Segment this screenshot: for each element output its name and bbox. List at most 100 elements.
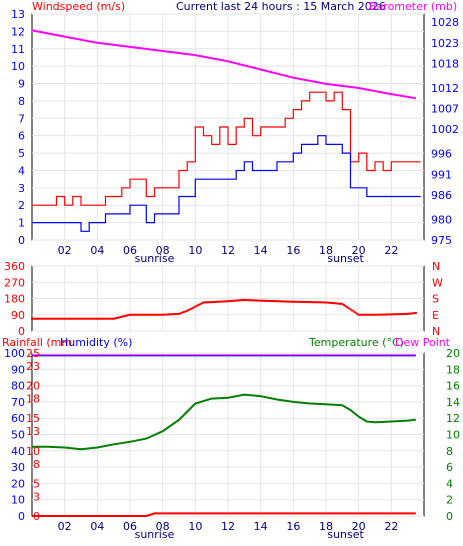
direction-point (414, 311, 417, 314)
direction-point (403, 312, 406, 315)
direction-point (362, 313, 365, 316)
direction-point (297, 300, 300, 303)
temperature-tick-label: 8 (446, 445, 453, 458)
marks-layer (31, 29, 421, 517)
windspeed-tick-label: 5 (18, 147, 25, 160)
wind-x-tick-label: 22 (384, 244, 398, 257)
temp-x-tick-label: 04 (90, 520, 104, 533)
barometer-tick-label: 991 (431, 168, 452, 181)
direction-point (246, 299, 249, 302)
direction-point (305, 301, 308, 304)
wind-x-tick-label: 12 (221, 244, 235, 257)
direction-point (227, 300, 229, 303)
direction-point (285, 300, 288, 303)
direction-point (328, 301, 331, 304)
direction-point (146, 313, 149, 316)
barometer-tick-label: 975 (431, 234, 452, 247)
direction-point (411, 312, 414, 315)
compass-label: N (432, 325, 440, 338)
humidity-tick-label: 80 (11, 380, 25, 393)
compass-label: S (432, 293, 439, 306)
direction-point (84, 317, 87, 320)
rainfall-tick-label: 3 (33, 490, 40, 503)
direction-point (325, 301, 327, 304)
barometer-tick-label: 1002 (431, 123, 459, 136)
direction-point (383, 313, 386, 316)
rainfall-series-line (32, 512, 416, 517)
direction-point (192, 306, 195, 309)
direction-point (40, 317, 43, 320)
temp-x-tick-label: 22 (384, 520, 398, 533)
direction-point (189, 308, 192, 311)
wind-x-tick-label: 04 (90, 244, 104, 257)
direction-point (156, 313, 159, 316)
direction-point (212, 301, 215, 304)
direction-point (35, 317, 38, 320)
direction-point (318, 301, 321, 304)
direction-point (346, 306, 349, 309)
direction-point (143, 313, 146, 316)
direction-point (78, 317, 81, 320)
direction-point (191, 307, 194, 310)
barometer-tick-label: 1023 (431, 37, 459, 50)
direction-point (94, 317, 97, 320)
average-wind-series-line (32, 135, 421, 232)
direction-point (70, 317, 73, 320)
direction-point (279, 300, 282, 303)
direction-point (338, 302, 341, 305)
direction-point (241, 299, 244, 302)
direction-point (387, 313, 390, 316)
temperature-tick-label: 4 (446, 477, 453, 490)
direction-point (259, 299, 262, 302)
direction-point (119, 316, 122, 319)
grid-layer (32, 13, 424, 517)
direction-point (342, 304, 345, 306)
direction-point (225, 300, 228, 303)
direction-point (390, 313, 393, 316)
direction-point (168, 313, 171, 316)
temp-x-tick-label: 08 (156, 520, 170, 533)
direction-point (329, 301, 332, 304)
direction-point (150, 313, 153, 316)
direction-point (42, 317, 45, 320)
barometer-tick-label: 980 (431, 213, 452, 226)
direction-point (171, 313, 174, 316)
direction-point (315, 301, 318, 304)
direction-point (262, 299, 265, 302)
humidity-tick-label: 90 (11, 363, 25, 376)
rainfall-label: Rainfall (mm (2, 336, 72, 349)
direction-point (298, 300, 301, 303)
sunset-label-bottom: sunset (327, 528, 364, 541)
direction-point (205, 301, 208, 304)
windspeed-tick-label: 8 (18, 95, 25, 108)
direction-point (161, 313, 164, 316)
compass-label: E (432, 309, 439, 322)
direction-point (222, 300, 225, 303)
rainfall-tick-label: 5 (33, 477, 40, 490)
wind-x-tick-label: 14 (254, 244, 268, 257)
direction-point (140, 313, 143, 316)
rainfall-tick-label: 23 (26, 360, 40, 373)
direction-point (66, 317, 69, 320)
gust-series-line (32, 91, 421, 206)
direction-point (184, 310, 187, 313)
direction-point (400, 313, 403, 316)
windspeed-tick-label: 9 (18, 78, 25, 91)
direction-point (109, 317, 112, 320)
direction-point (135, 313, 138, 316)
direction-point (240, 299, 243, 302)
barometer-tick-label: 1012 (431, 82, 459, 95)
temperature-tick-label: 12 (446, 412, 460, 425)
direction-tick-label: 90 (11, 309, 25, 322)
direction-point (158, 313, 161, 316)
windspeed-tick-label: 6 (18, 130, 25, 143)
direction-tick-label: 180 (4, 293, 25, 306)
direction-point (187, 308, 190, 311)
direction-point (101, 317, 104, 320)
direction-point (65, 317, 68, 320)
direction-point (174, 313, 177, 316)
windspeed-tick-label: 3 (18, 182, 25, 195)
wind-x-tick-label: 16 (286, 244, 300, 257)
direction-point (32, 317, 35, 320)
direction-point (39, 317, 42, 320)
